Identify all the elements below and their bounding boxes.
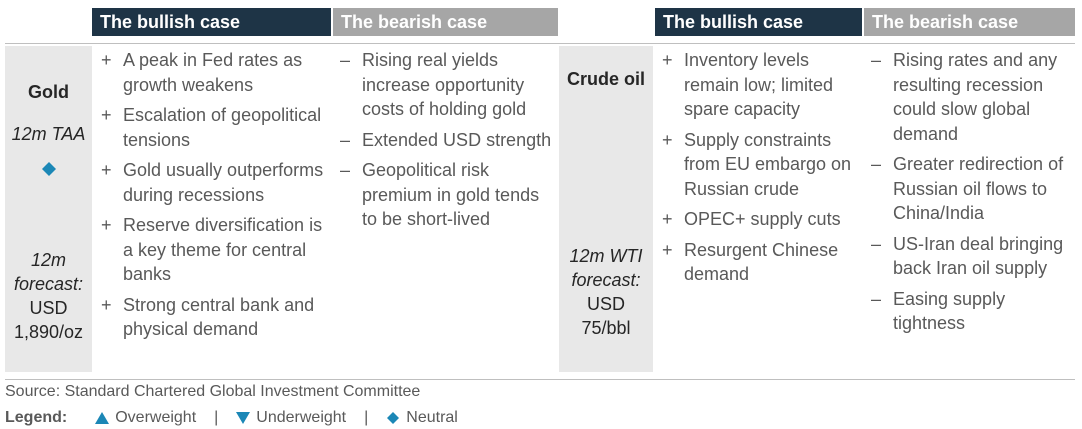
item-text: Gold usually outperforms during recessio… [123,160,324,205]
bullet: + [101,105,112,125]
list-item: – Easing supply tightness [871,287,1071,336]
bullet: – [871,288,882,309]
list-item: + A peak in Fed rates as growth weakens [101,48,326,97]
forecast-label: 12m forecast: [13,250,84,294]
list-item: + Strong central bank and physical demand [101,293,326,342]
bullish-list: + A peak in Fed rates as growth weakens + E… [101,48,326,348]
asset-column: Gold 12m TAA 12m forecast: USD 1,890/oz [5,46,92,372]
item-text: Reserve diversification is a key theme f… [123,215,323,284]
item-text: Geopolitical risk premium in gold tends … [362,160,540,229]
item-text: Strong central bank and physical demand [123,294,315,340]
taa: 12m TAA [11,124,86,144]
bullet: – [871,233,882,254]
asset-column: Crude oil 12m WTI forecast: USD 75/bbl [559,46,653,372]
header: The bullish case [92,8,331,36]
item-text: Easing supply tightness [893,288,1006,334]
list-item: + Resurgent Chinese demand [662,238,857,287]
bullet: – [340,160,351,180]
list-item: + OPEC+ supply cuts [662,207,857,232]
neutral-icon [387,412,400,424]
list-item: + Inventory levels remain low; limited sp… [662,48,857,122]
legend: Legend: Overweight | Underweight | Neutr… [5,409,458,427]
legend-title: Legend: [5,409,68,426]
bullet: + [662,239,673,260]
list-item: + Reserve diversification is a key theme … [101,213,326,287]
item-text: US-Iran deal bringing back Iran oil supp… [893,233,1064,279]
item-text: A peak in Fed rates as growth weakens [123,50,303,95]
underweight-icon [236,412,251,424]
bullet: – [871,154,882,174]
bullish-list: + Inventory levels remain low; limited sp… [662,48,857,293]
bullet: – [340,129,351,150]
list-item: – Geopolitical risk premium in gold tends… [340,158,555,232]
item-text: Supply constraints from EU embargo on Ru… [684,129,852,199]
asset: Gold [28,82,69,102]
list-item: – Greater redirection of Russian oil flow… [871,152,1071,226]
legend-separator: | [214,409,219,426]
legend-item: Underweight [256,409,347,426]
bearish-list: – Rising rates and any resulting recessio… [871,48,1071,342]
legend-separator: | [364,409,369,426]
header: The bearish case [333,8,558,36]
forecast-label: 12m WTI forecast: [569,246,643,290]
header: The bearish case [864,8,1075,36]
rule [5,43,1075,44]
bullet: + [662,129,673,150]
source: Source: Standard Chartered Global Invest… [5,383,421,400]
bearish-list: – Rising real yields increase opportunity… [340,48,555,238]
item-text: Extended USD strength [362,129,552,150]
neutral-icon [42,162,56,176]
bullet: + [101,215,112,235]
bullet: + [101,294,112,315]
item-text: Rising rates and any resulting recession… [893,50,1058,144]
asset: Crude oil [566,69,645,89]
list-item: – Rising rates and any resulting recessio… [871,48,1071,146]
bullet: + [101,50,112,70]
item-text: Resurgent Chinese demand [684,239,839,285]
list-item: – Rising real yields increase opportunity… [340,48,555,122]
list-item: + Supply constraints from EU embargo on R… [662,128,857,202]
item-text: Rising real yields increase opportunity … [362,50,527,119]
bullet: – [871,50,882,70]
list-item: – US-Iran deal bringing back Iran oil sup… [871,232,1071,281]
bullet: – [340,50,351,70]
legend-item: Overweight [115,409,197,426]
bullet: + [662,209,673,229]
rule [5,379,1075,380]
list-item: + Gold usually outperforms during recessi… [101,158,326,207]
forecast: USD 1,890/oz [13,298,84,342]
item-text: Inventory levels remain low; limited spa… [684,50,834,119]
legend-item: Neutral [406,409,458,426]
bullet: + [662,50,673,70]
item-text: Escalation of geopolitical tensions [123,105,322,150]
bullet: + [101,160,112,180]
item-text: OPEC+ supply cuts [684,209,841,229]
list-item: – Extended USD strength [340,128,555,153]
header: The bullish case [655,8,862,36]
list-item: + Escalation of geopolitical tensions [101,103,326,152]
overweight-icon [95,412,110,424]
forecast: USD 75/bbl [581,294,631,338]
item-text: Greater redirection of Russian oil flows… [893,154,1064,223]
